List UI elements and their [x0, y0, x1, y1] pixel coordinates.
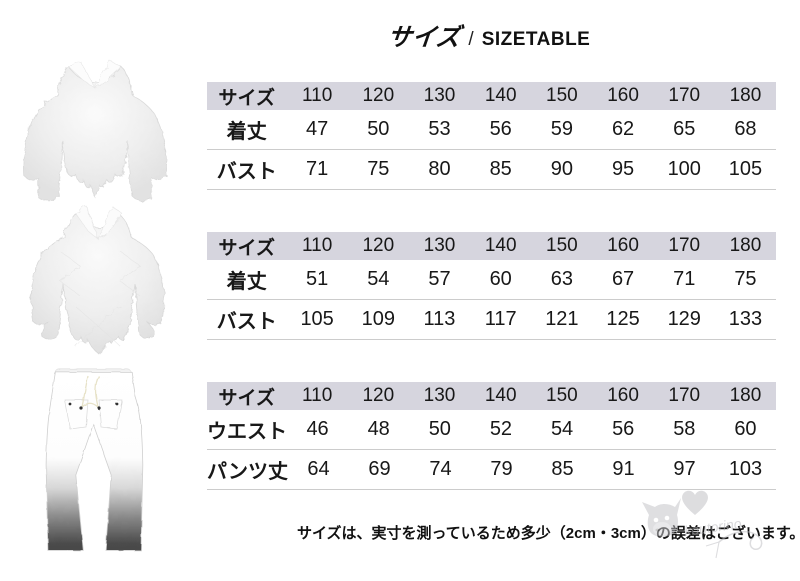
- svg-text:koutorino: koutorino: [683, 515, 742, 539]
